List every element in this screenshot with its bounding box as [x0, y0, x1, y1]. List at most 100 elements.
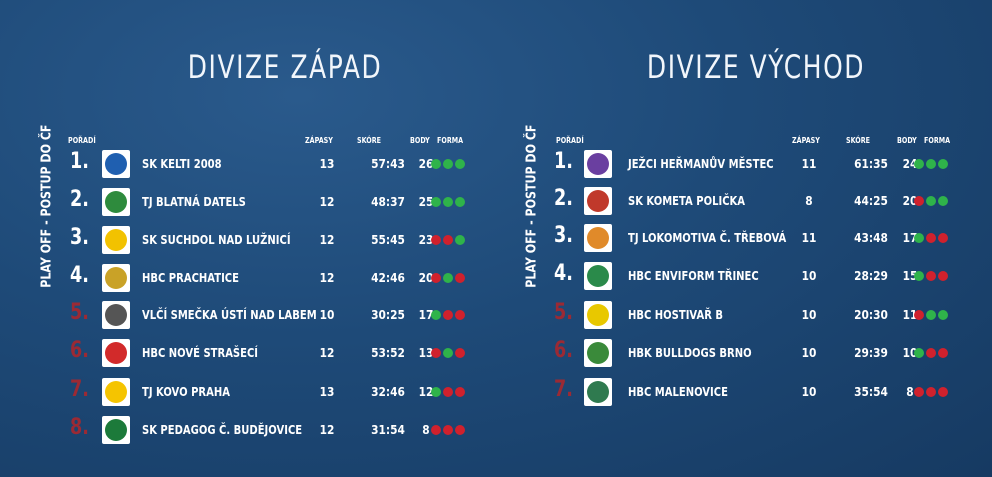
- team-name: SK PEDAGOG Č. BUDĚJOVICE: [142, 422, 303, 437]
- team-rank: 3.: [554, 223, 573, 248]
- logo-mark: [105, 304, 127, 326]
- win-dot-icon: [914, 348, 924, 358]
- loss-dot-icon: [455, 273, 465, 283]
- team-score: 35:54: [854, 384, 888, 399]
- team-form: [431, 273, 465, 283]
- team-form: [431, 197, 465, 207]
- team-form: [914, 196, 948, 206]
- win-dot-icon: [431, 310, 441, 320]
- loss-dot-icon: [938, 348, 948, 358]
- team-form: [914, 310, 948, 320]
- team-games: 12: [319, 345, 335, 360]
- team-games: 10: [319, 307, 335, 322]
- win-dot-icon: [926, 310, 936, 320]
- loss-dot-icon: [455, 387, 465, 397]
- team-name: HBC HOSTIVAŘ B: [628, 307, 724, 322]
- team-form: [914, 159, 948, 169]
- team-form: [431, 425, 465, 435]
- team-rank: 7.: [70, 377, 89, 402]
- team-games: 12: [319, 232, 335, 247]
- team-games: 12: [319, 422, 335, 437]
- kovo-logo-icon: [102, 378, 130, 406]
- win-dot-icon: [431, 159, 441, 169]
- win-dot-icon: [443, 273, 453, 283]
- header-games: ZÁPASY: [792, 136, 820, 145]
- loss-dot-icon: [938, 233, 948, 243]
- prachatice-logo-icon: [102, 264, 130, 292]
- team-score: 53:52: [371, 345, 405, 360]
- team-score: 20:30: [854, 307, 888, 322]
- datels-logo-icon: [102, 188, 130, 216]
- team-name: HBC MALENOVICE: [628, 384, 728, 399]
- team-score: 30:25: [371, 307, 405, 322]
- team-name: TJ KOVO PRAHA: [142, 384, 230, 399]
- loss-dot-icon: [914, 310, 924, 320]
- team-games: 10: [801, 384, 817, 399]
- loss-dot-icon: [926, 271, 936, 281]
- pedagog-logo-icon: [102, 416, 130, 444]
- win-dot-icon: [431, 197, 441, 207]
- team-name: SK KOMETA POLIČKA: [628, 193, 746, 208]
- loss-dot-icon: [443, 425, 453, 435]
- team-games: 11: [801, 156, 817, 171]
- lokomotiva-logo-icon: [584, 224, 612, 252]
- team-games: 13: [319, 384, 335, 399]
- logo-mark: [587, 304, 609, 326]
- loss-dot-icon: [938, 271, 948, 281]
- team-points: 20: [902, 193, 918, 208]
- win-dot-icon: [914, 159, 924, 169]
- team-score: 43:48: [854, 230, 888, 245]
- logo-mark: [587, 153, 609, 175]
- team-form: [431, 159, 465, 169]
- loss-dot-icon: [914, 196, 924, 206]
- team-rank: 3.: [70, 225, 89, 250]
- win-dot-icon: [914, 233, 924, 243]
- loss-dot-icon: [443, 387, 453, 397]
- team-name: SK SUCHDOL NAD LUŽNICÍ: [142, 232, 291, 247]
- team-games: 13: [319, 156, 335, 171]
- team-rank: 7.: [554, 377, 573, 402]
- team-name: HBC PRACHATICE: [142, 270, 239, 285]
- win-dot-icon: [443, 197, 453, 207]
- team-rank: 5.: [70, 300, 89, 325]
- header-points: BODY: [897, 136, 917, 145]
- playoff-label: PLAY OFF - POSTUP DO ČF: [39, 124, 55, 288]
- team-points: 10: [902, 345, 918, 360]
- loss-dot-icon: [443, 235, 453, 245]
- win-dot-icon: [938, 159, 948, 169]
- team-form: [914, 387, 948, 397]
- enviform-logo-icon: [584, 262, 612, 290]
- loss-dot-icon: [926, 387, 936, 397]
- header-games: ZÁPASY: [305, 136, 333, 145]
- team-score: 42:46: [371, 270, 405, 285]
- team-form: [431, 310, 465, 320]
- loss-dot-icon: [926, 348, 936, 358]
- header-form: FORMA: [924, 136, 951, 145]
- team-rank: 6.: [554, 338, 573, 363]
- team-score: 31:54: [371, 422, 405, 437]
- header-form: FORMA: [437, 136, 464, 145]
- header-rank: POŘADÍ: [556, 136, 584, 145]
- division-title: DIVIZE ZÁPAD: [187, 48, 383, 86]
- logo-mark: [105, 381, 127, 403]
- loss-dot-icon: [431, 425, 441, 435]
- team-games: 12: [319, 194, 335, 209]
- playoff-label: PLAY OFF - POSTUP DO ČF: [524, 124, 540, 288]
- loss-dot-icon: [938, 387, 948, 397]
- team-rank: 6.: [70, 338, 89, 363]
- win-dot-icon: [914, 271, 924, 281]
- header-score: SKÓRE: [357, 136, 382, 145]
- wolf-logo-icon: [102, 301, 130, 329]
- header-score: SKÓRE: [846, 136, 871, 145]
- team-score: 57:43: [371, 156, 405, 171]
- header-rank: POŘADÍ: [68, 136, 96, 145]
- win-dot-icon: [938, 310, 948, 320]
- team-rank: 4.: [70, 263, 89, 288]
- logo-mark: [587, 190, 609, 212]
- team-rank: 4.: [554, 261, 573, 286]
- team-points: 17: [902, 230, 918, 245]
- team-name: TJ LOKOMOTIVA Č. TŘEBOVÁ: [628, 230, 787, 245]
- team-points: 11: [902, 307, 918, 322]
- win-dot-icon: [443, 348, 453, 358]
- team-name: HBC NOVÉ STRAŠECÍ: [142, 345, 259, 360]
